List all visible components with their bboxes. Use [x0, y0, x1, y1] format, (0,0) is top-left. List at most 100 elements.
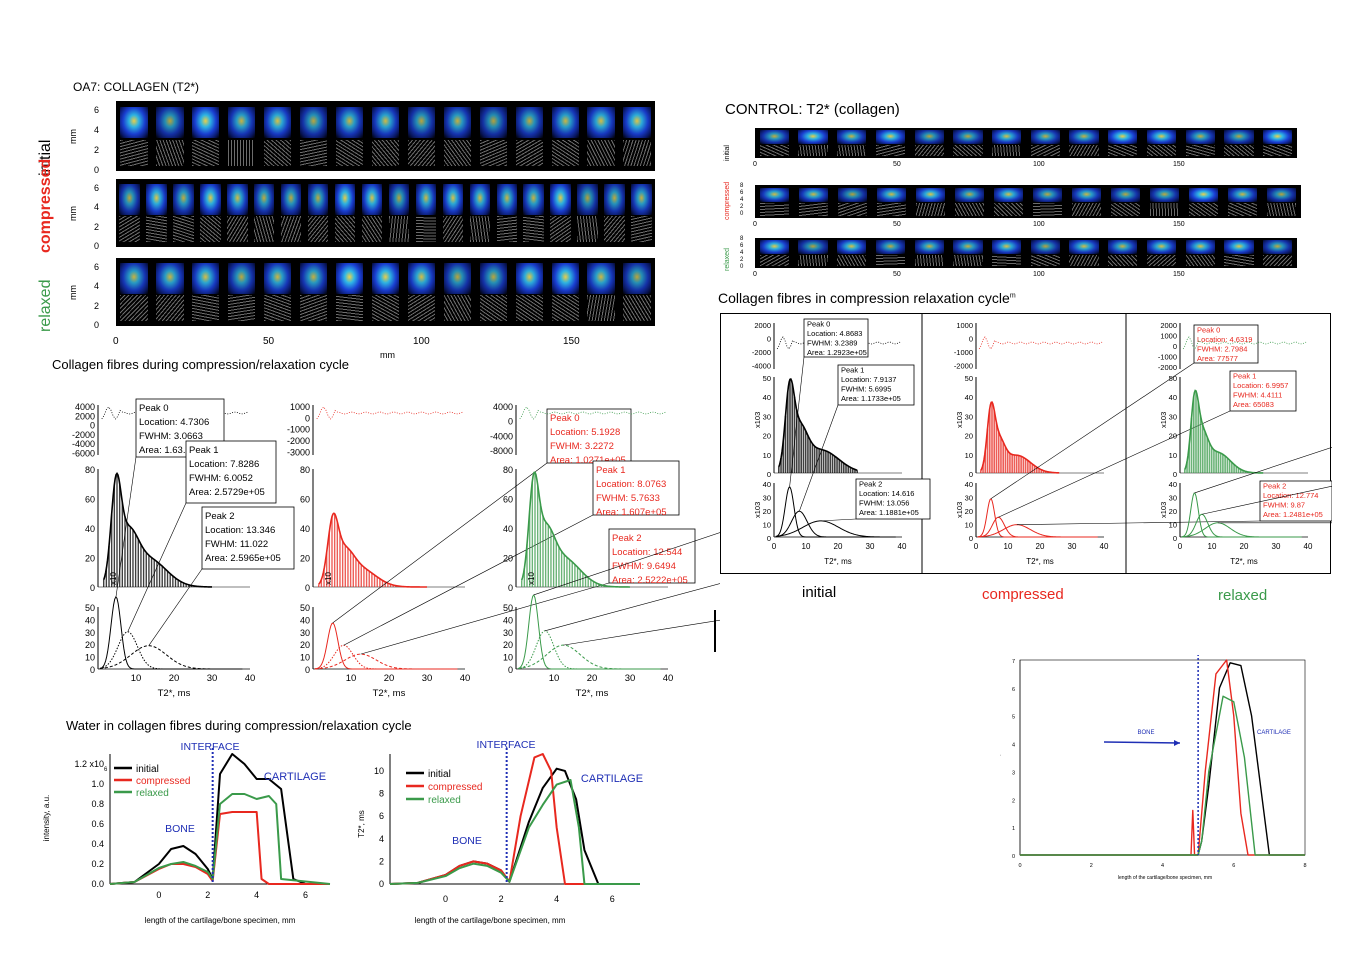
mri-tile-top [914, 240, 944, 254]
mri-tile-bottom [228, 295, 256, 322]
histogram-ytick: 0 [90, 583, 95, 593]
dist-xtick: 40 [663, 673, 674, 684]
dist-xtick: 20 [587, 673, 598, 684]
mri-tile-bottom [759, 144, 790, 156]
mri-tile-bottom [1146, 144, 1177, 156]
peak-box-text: FWHM: 3.2272 [550, 441, 614, 452]
mri-tile-bottom [1227, 203, 1258, 216]
mri-tile-top [371, 263, 400, 295]
mri-tile-bottom [335, 139, 364, 167]
component-ytick: 10 [85, 653, 95, 663]
series-compressed [1020, 659, 1305, 856]
t2-ytick: 2 [379, 856, 384, 866]
component-ytick: 20 [300, 640, 310, 650]
dist-xtick: 10 [346, 673, 357, 684]
mri-tile-top [1069, 130, 1099, 144]
mri-tile-top [550, 184, 571, 216]
mri-tile-top [953, 130, 983, 144]
small-xtick: 4 [1161, 863, 1164, 869]
oa7-distribution-title: Collagen fibres during compression/relax… [52, 357, 349, 372]
mri-tile-top [914, 130, 944, 144]
component-ytick: 10 [763, 521, 771, 530]
mri-tile-top [479, 106, 507, 139]
peak-box-text: FWHM: 3.0663 [139, 431, 203, 442]
component-ytick: 40 [965, 480, 973, 489]
mri-tile-bottom [264, 295, 292, 322]
mri-tile-top [334, 184, 356, 216]
mri-tile-bottom [120, 139, 148, 167]
mri-tile-top [798, 130, 828, 144]
fit-curve [778, 378, 858, 471]
mri-tile-bottom [407, 295, 436, 322]
component-ytick: 10 [965, 521, 973, 530]
histogram-ytick: 0 [1173, 470, 1177, 479]
series-initial [109, 753, 330, 885]
mri-tile-bottom [515, 295, 543, 322]
oa7-map-unit: mm [68, 206, 78, 221]
histogram-ytick: 80 [85, 465, 95, 475]
col-label-compressed: compressed [982, 586, 1064, 603]
histogram-ytick: 0 [767, 470, 771, 479]
mri-tile-top [1030, 240, 1061, 254]
mri-tile-top [496, 184, 517, 216]
histogram-ytick: 40 [85, 524, 95, 534]
small-plot-frame [1019, 659, 1306, 856]
mri-tile-top [335, 106, 364, 139]
mri-tile-bottom [954, 203, 985, 216]
dist-xtick: 40 [898, 542, 907, 551]
peak-box-text: Area: 2.5965e+05 [205, 553, 281, 564]
mri-tile-top [1188, 187, 1219, 203]
mri-tile-top [119, 184, 140, 216]
dist-xtick: 40 [460, 673, 471, 684]
mri-tile-top [407, 263, 436, 295]
peak-box-text: Location: 14.616 [859, 489, 914, 498]
control-map-ytick: 6 [740, 243, 744, 249]
water-xtick: 2 [205, 890, 210, 900]
component-ytick: 10 [1169, 521, 1177, 530]
mri-tile-bottom [915, 203, 946, 216]
mri-tile-top [146, 184, 167, 216]
small-xtick: 8 [1303, 863, 1306, 869]
mri-tile-bottom [875, 254, 906, 266]
mri-tile-bottom [587, 295, 615, 322]
dist-xtick: 20 [1240, 542, 1249, 551]
residual-line [519, 406, 666, 420]
mri-tile-bottom [371, 295, 400, 322]
series-relaxed [109, 793, 331, 885]
mri-tile-top [264, 263, 292, 295]
mri-tile-top [551, 106, 579, 139]
mri-tile-bottom [299, 295, 328, 322]
col-label-initial: initial [802, 584, 837, 601]
control-frame [720, 313, 1331, 574]
small-ytick: 7 [1012, 659, 1015, 665]
oa7-map-xtick: 100 [413, 336, 430, 347]
mri-tile-bottom [371, 139, 400, 167]
component-curve-0 [977, 498, 1098, 538]
mri-tile-top [1108, 240, 1138, 254]
fit-curve [1184, 389, 1264, 474]
histogram-ytick: 20 [763, 432, 771, 441]
mri-tile-bottom [307, 216, 329, 243]
dist-xtick: 10 [1004, 542, 1013, 551]
residual-ytick: 1000 [956, 321, 973, 330]
mri-tile-top [469, 184, 491, 216]
peak-box [201, 506, 295, 570]
mri-tile-top [156, 106, 184, 139]
oa7-map-ytick: 4 [94, 125, 100, 135]
histogram-ytick: 50 [1169, 374, 1177, 383]
peak-leader-line [789, 356, 805, 488]
mri-tile-top [442, 184, 464, 216]
water-xlabel: length of the cartilage/bone specimen, m… [415, 916, 566, 925]
residual-ytick: -4000 [72, 439, 95, 449]
mri-tile-top [1224, 130, 1254, 144]
mri-tile-bottom [299, 139, 328, 167]
residual-line [978, 336, 1103, 350]
mri-tile-bottom [479, 295, 507, 322]
dist-xtick: 20 [384, 673, 395, 684]
oa7-map-strip-relaxed [116, 258, 655, 326]
legend-label: relaxed [428, 795, 461, 806]
scale-label: x103 [1159, 502, 1168, 518]
water-title: Water in collagen fibres during compress… [66, 718, 412, 733]
